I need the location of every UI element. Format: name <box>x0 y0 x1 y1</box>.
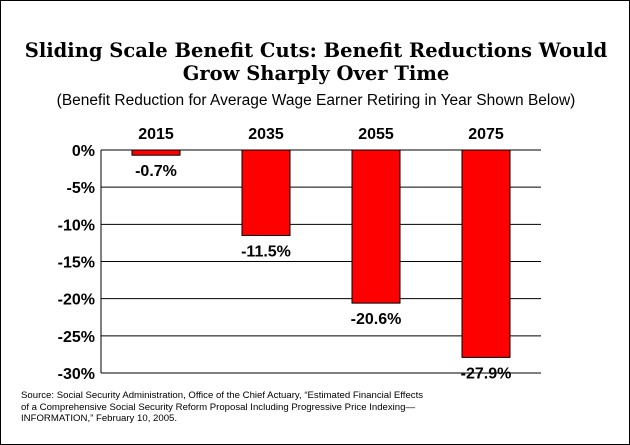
source-line-1: Source: Social Security Administration, … <box>21 390 424 401</box>
chart-title-line1: Sliding Scale Benefit Cuts: Benefit Redu… <box>24 39 608 62</box>
chart-title: Sliding Scale Benefit Cuts: Benefit Redu… <box>21 39 611 85</box>
y-tick-label: -5% <box>67 180 95 197</box>
data-label: -0.7% <box>135 163 177 180</box>
bar <box>241 149 291 236</box>
category-label: 2015 <box>138 126 174 143</box>
bar <box>131 149 181 156</box>
category-label: 2035 <box>248 126 284 143</box>
y-tick-label: -30% <box>58 366 95 383</box>
data-label: -27.9% <box>461 365 512 382</box>
source-line-3: INFORMATION,” February 10, 2005. <box>21 413 178 424</box>
y-tick-label: 0% <box>72 143 95 160</box>
source-note: Source: Social Security Administration, … <box>21 390 601 425</box>
y-tick-label: -10% <box>58 217 95 234</box>
bar <box>461 149 511 358</box>
source-line-2: of a Comprehensive Social Security Refor… <box>21 401 416 413</box>
chart-subtitle: (Benefit Reduction for Average Wage Earn… <box>56 92 576 109</box>
chart-title-line2: Grow Sharply Over Time <box>182 62 450 85</box>
y-tick-label: -25% <box>58 329 95 346</box>
category-label: 2075 <box>468 126 504 143</box>
y-tick-label: -20% <box>58 292 95 309</box>
bar <box>351 149 401 304</box>
y-tick-label: -15% <box>58 255 95 272</box>
category-label: 2055 <box>358 126 394 143</box>
data-label: -11.5% <box>241 243 291 260</box>
data-label: -20.6% <box>351 311 402 328</box>
